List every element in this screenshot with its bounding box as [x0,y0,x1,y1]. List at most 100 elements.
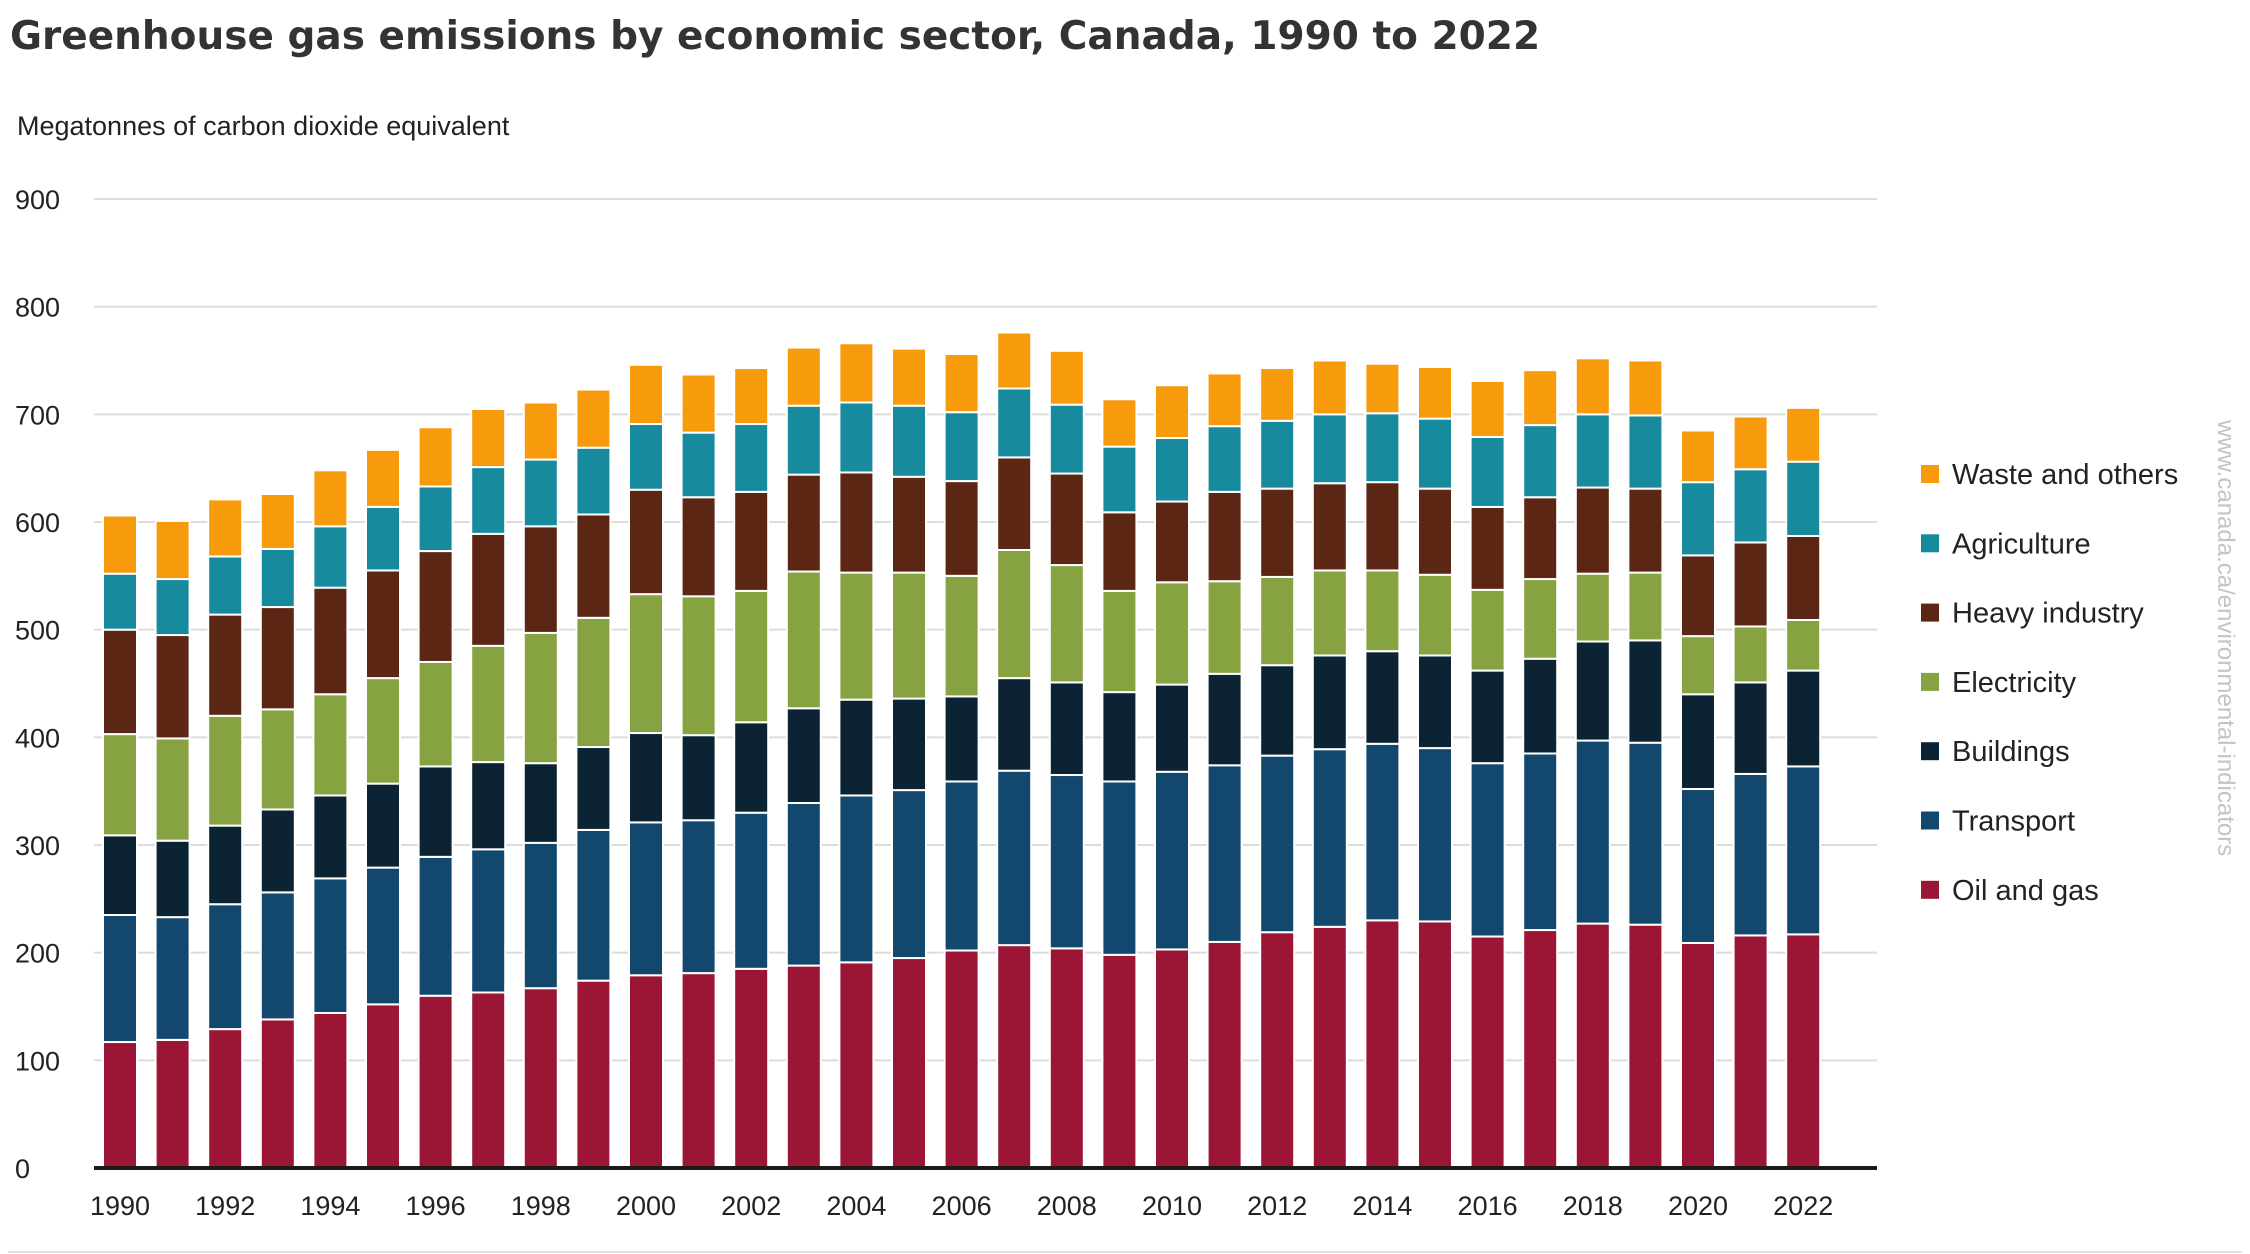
bar-segment: Electricity 2020: 54 [1680,635,1716,696]
bar-segment: Heavy industry 1994: 99 [312,586,349,696]
bar-segment: Transport 1995: 127 [365,866,401,1006]
bar-segment: Oil and gas 1999: 174 [575,979,612,1169]
bar-segment: Oil and gas 2007: 207 [996,944,1033,1169]
bar-stack-2009: Oil and gas 2009: 198Transport 2009: 161… [1101,398,1138,1169]
bar-segment: Transport 1993: 118 [259,891,296,1021]
bar-segment: Agriculture 2018: 68 [1574,413,1611,489]
bar-segment: Agriculture 2001: 60 [680,431,717,499]
y-tick-label: 500 [15,616,60,646]
bar-segment: Transport 2006: 157 [943,780,980,952]
legend-item: Heavy industry [1921,598,2144,630]
bar-segment: Buildings 2001: 79 [680,734,717,822]
bar-segment: Transport 2015: 161 [1417,747,1453,923]
bar-stack-1995: Oil and gas 1995: 152Transport 1995: 127… [365,448,401,1170]
bar-segment: Oil and gas 2010: 203 [1154,948,1190,1169]
bar-segment: Transport 2017: 164 [1522,752,1559,932]
bar-segment: Oil and gas 1992: 129 [207,1028,244,1169]
bar-segment: Electricity 2014: 75 [1364,569,1401,653]
bar-segment: Buildings 1999: 77 [575,746,612,831]
bar-segment: Electricity 2004: 118 [838,571,875,701]
bar-segment: Agriculture 2000: 61 [628,423,664,491]
bar-segment: Oil and gas 2005: 195 [891,957,927,1169]
bar-stack-2001: Oil and gas 2001: 181Transport 2001: 142… [680,373,717,1170]
bar-segment: Heavy industry 1992: 94 [207,613,244,717]
bar-segment: Oil and gas 2006: 202 [943,949,980,1169]
bar-segment: Oil and gas 1993: 138 [259,1018,296,1169]
bar-segment: Transport 2019: 169 [1627,741,1664,926]
bar-segment: Heavy industry 2009: 73 [1101,511,1138,592]
bar-segment: Waste and others 2007: 52 [996,331,1033,390]
bar-segment: Oil and gas 1997: 163 [470,991,507,1170]
bar-segment: Oil and gas 2011: 210 [1206,940,1243,1170]
bar-segment: Transport 2008: 161 [1048,774,1085,950]
bar-stack-2020: Oil and gas 2020: 209Transport 2020: 143… [1680,429,1716,1170]
bar-segment: Heavy industry 2020: 75 [1680,554,1716,638]
bar-segment: Oil and gas 2016: 215 [1469,935,1506,1169]
bar-segment: Oil and gas 2022: 217 [1785,933,1822,1170]
bar-segment: Buildings 1992: 73 [207,824,244,906]
bar-segment: Buildings 1991: 71 [154,839,191,919]
bar-segment: Transport 2020: 143 [1680,788,1716,944]
bar-segment: Agriculture 1992: 54 [207,555,244,616]
bar-segment: Heavy industry 2019: 78 [1627,487,1664,574]
x-tick-label: 2018 [1563,1191,1623,1221]
bar-segment: Oil and gas 2001: 181 [680,972,717,1170]
x-tick-label: 2016 [1458,1191,1518,1221]
bar-segment: Electricity 1995: 98 [365,677,401,785]
bar-segment: Heavy industry 2007: 86 [996,456,1033,551]
legend-item: Agriculture [1921,528,2091,560]
bar-segment: Electricity 1991: 95 [154,737,191,842]
bar-segment: Oil and gas 2002: 185 [733,967,770,1169]
bar-segment: Transport 2021: 150 [1732,772,1769,937]
bar-stack-1998: Oil and gas 1998: 167Transport 1998: 135… [522,401,559,1169]
bar-segment: Electricity 2019: 63 [1627,571,1664,642]
x-tick-label: 1994 [300,1191,360,1221]
bar-segment: Heavy industry 1990: 97 [102,628,138,736]
bar-segment: Agriculture 2016: 65 [1469,435,1506,508]
bar-segment: Electricity 2010: 95 [1154,581,1190,686]
legend-item: Electricity [1921,667,2077,699]
bar-segment: Buildings 2022: 89 [1785,669,1822,768]
bar-segment: Oil and gas 2018: 227 [1574,922,1611,1170]
legend-swatch [1921,672,1939,691]
bar-segment: Heavy industry 2008: 85 [1048,472,1085,567]
bar-segment: Waste and others 2006: 54 [943,353,980,414]
bar-segment: Electricity 2021: 52 [1732,625,1769,684]
bar-segment: Transport 2001: 142 [680,819,717,975]
bar-segment: Oil and gas 2012: 219 [1259,931,1296,1170]
bar-segment: Oil and gas 1995: 152 [365,1003,401,1170]
x-tick-label: 1998 [511,1191,571,1221]
bar-segment: Transport 2016: 161 [1469,762,1506,938]
bar-segment: Transport 2010: 165 [1154,770,1190,951]
bar-segment: Agriculture 2020: 68 [1680,481,1716,557]
bar-segment: Agriculture 1999: 62 [575,446,612,516]
bar-segment: Heavy industry 1996: 103 [417,550,454,663]
legend-item: Waste and others [1921,459,2178,491]
bar-segment: Transport 2005: 156 [891,789,927,960]
bar-segment: Waste and others 1995: 53 [365,448,401,508]
bar-segment: Oil and gas 1990: 117 [102,1041,138,1170]
bar-segment: Buildings 2014: 86 [1364,650,1401,745]
bar-segment: Agriculture 1993: 54 [259,547,296,609]
bar-segment: Buildings 2011: 85 [1206,672,1243,767]
bar-segment: Oil and gas 2020: 209 [1680,941,1716,1170]
bar-stack-2018: Oil and gas 2018: 227Transport 2018: 170… [1574,357,1611,1170]
bar-segment: Buildings 2016: 86 [1469,669,1506,765]
legend-item: Buildings [1921,736,2070,768]
bar-segment: Agriculture 1990: 52 [102,572,138,631]
bar-segment: Heavy industry 2004: 93 [838,471,875,574]
bar-stack-2016: Oil and gas 2016: 215Transport 2016: 161… [1469,379,1506,1169]
bar-segment: Buildings 2010: 81 [1154,683,1190,773]
x-tick-label: 2008 [1037,1191,1097,1221]
bar-segment: Waste and others 1998: 53 [522,401,559,461]
source-watermark: www.canada.ca/environmental-indicators [2212,419,2239,856]
bar-segment: Buildings 1996: 84 [417,765,454,858]
bar-segment: Transport 2002: 145 [733,811,770,970]
bar-segment: Transport 1997: 133 [470,848,507,994]
legend-label: Waste and others [1952,459,2178,491]
y-tick-label: 900 [15,185,60,215]
y-tick-label: 700 [15,400,60,430]
